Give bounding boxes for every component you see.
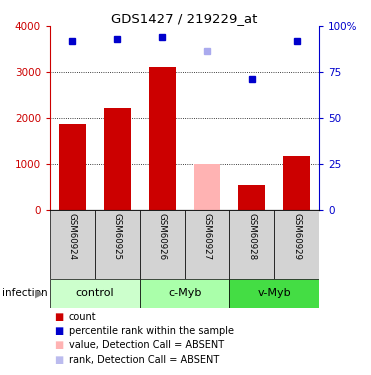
Bar [140,279,229,308]
Text: GSM60925: GSM60925 [113,213,122,261]
Text: ■: ■ [54,355,63,364]
Text: ■: ■ [54,340,63,350]
Text: ▶: ▶ [35,288,43,298]
Title: GDS1427 / 219229_at: GDS1427 / 219229_at [111,12,258,25]
Text: v-Myb: v-Myb [257,288,291,298]
Text: rank, Detection Call = ABSENT: rank, Detection Call = ABSENT [69,355,219,364]
Text: GSM60924: GSM60924 [68,213,77,261]
Text: infection: infection [2,288,47,298]
Bar [95,210,140,279]
Bar [185,210,229,279]
Bar [194,164,220,210]
Text: control: control [76,288,114,298]
Text: GSM60928: GSM60928 [247,213,256,261]
Bar [283,156,310,210]
Text: GSM60926: GSM60926 [158,213,167,261]
Bar [229,279,319,308]
Text: GSM60927: GSM60927 [203,213,211,261]
Bar [274,210,319,279]
Bar [50,279,140,308]
Bar [104,108,131,210]
Text: value, Detection Call = ABSENT: value, Detection Call = ABSENT [69,340,224,350]
Text: ■: ■ [54,326,63,336]
Text: percentile rank within the sample: percentile rank within the sample [69,326,234,336]
Bar [59,124,86,210]
Bar [229,210,274,279]
Text: count: count [69,312,96,322]
Text: ■: ■ [54,312,63,322]
Bar [149,67,175,210]
Text: c-Myb: c-Myb [168,288,201,298]
Bar [239,185,265,210]
Text: GSM60929: GSM60929 [292,213,301,261]
Bar [50,210,95,279]
Bar [140,210,185,279]
